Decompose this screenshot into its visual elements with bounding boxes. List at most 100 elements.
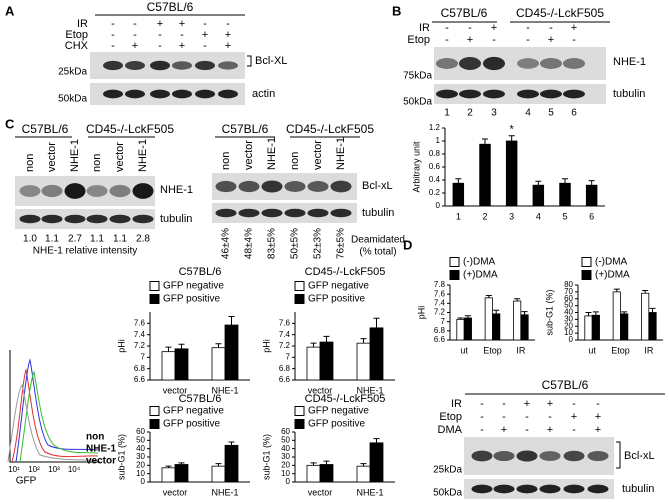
y-tick-label: 7.2 <box>134 341 146 350</box>
y-tick-label: 0.8 <box>429 149 441 158</box>
label: C57BL/6 <box>22 122 69 136</box>
lane-number: 1 <box>444 108 450 119</box>
error-bar <box>485 295 492 298</box>
error-bar <box>310 462 317 466</box>
intensity: 1.1 <box>113 234 127 245</box>
blot-band <box>64 183 86 199</box>
deamidated: 46±4% <box>221 228 232 259</box>
x-tick-label: Etop <box>483 345 502 355</box>
bar <box>319 464 334 483</box>
y-tick-label: 40 <box>136 444 145 453</box>
blot-band <box>587 450 609 462</box>
error-bar <box>642 290 649 294</box>
bar <box>211 347 226 381</box>
legend-label: (+)DMA <box>595 270 630 281</box>
y-axis-label: Arbitrary unit <box>411 141 421 193</box>
treatment-sign: - <box>203 40 207 52</box>
deamidated: 83±5% <box>267 228 278 259</box>
treatment-sign: - <box>111 40 115 52</box>
treatment-sign: - <box>525 424 529 436</box>
y-tick-label: 50 <box>281 435 290 444</box>
blot-band <box>261 208 283 218</box>
bar <box>306 464 321 483</box>
x-tick-label: Etop <box>611 345 630 355</box>
blot-band <box>493 450 515 462</box>
bar <box>463 317 472 341</box>
bar <box>174 348 189 381</box>
y-tick-label: 0.6 <box>429 162 441 171</box>
legend-swatch <box>149 419 160 429</box>
flow-tick: 10³ <box>48 465 60 474</box>
blot-band <box>109 184 131 198</box>
treatment-sign: - <box>526 22 530 34</box>
legend-label: (-)DMA <box>463 257 496 268</box>
flow-tick: 10² <box>28 465 40 474</box>
y-tick-label: 7 <box>441 317 446 326</box>
error-bar <box>613 288 620 292</box>
y-tick-label: 7.4 <box>434 298 446 307</box>
label: Etop <box>65 29 88 41</box>
bar <box>591 314 600 341</box>
blot-band <box>238 208 260 218</box>
blot-band <box>284 208 306 218</box>
blot-band <box>516 450 538 462</box>
legend-swatch <box>149 406 160 416</box>
intensity: 2.7 <box>68 234 82 245</box>
x-tick-label: NHE-1 <box>211 487 238 497</box>
error-bar <box>455 178 462 184</box>
treatment-sign: - <box>133 18 137 30</box>
bar <box>369 327 384 381</box>
label: NHE-1 <box>613 56 646 68</box>
column-header: NHE-1 <box>335 137 347 170</box>
error-bar <box>228 441 235 446</box>
y-axis-label: sub-G1 (%) <box>116 434 126 480</box>
x-tick-label: vector <box>308 385 333 395</box>
legend-label: GFP positive <box>308 419 365 430</box>
y-tick-label: 7.6 <box>434 289 446 298</box>
treatment-sign: + <box>179 18 185 30</box>
label: tubulin <box>622 483 654 495</box>
error-bar <box>360 338 367 344</box>
bar <box>306 346 321 381</box>
label: Deamidated <box>351 235 405 246</box>
treatment-sign: + <box>225 40 231 52</box>
column-header: non <box>289 152 301 170</box>
y-tick-label: 7 <box>286 352 291 361</box>
treatment-sign: - <box>526 34 530 46</box>
intensity: 1.1 <box>45 234 59 245</box>
bar <box>513 300 522 341</box>
y-tick-label: 6.6 <box>279 375 291 384</box>
bar <box>369 442 384 483</box>
label: (% total) <box>359 247 396 258</box>
y-tick-label: 60 <box>564 294 573 303</box>
treatment-sign: + <box>595 411 601 423</box>
blot-band <box>132 183 154 199</box>
y-tick-label: 10 <box>281 469 290 478</box>
flow-label: NHE-1 <box>86 444 116 455</box>
column-header: non <box>24 154 36 172</box>
label: C57BL/6 <box>441 6 488 20</box>
panel-label: A <box>5 3 15 18</box>
error-bar <box>310 342 317 348</box>
bar <box>492 313 501 341</box>
bar <box>612 291 621 341</box>
label: 25kDa <box>58 67 87 78</box>
deamidated: 50±5% <box>290 228 301 259</box>
treatment-sign: - <box>158 40 162 52</box>
blot-band <box>307 181 329 192</box>
label: 50kDa <box>403 97 432 108</box>
flow-axes <box>9 350 100 463</box>
y-tick-label: 10 <box>136 469 145 478</box>
treatment-sign: - <box>445 22 449 34</box>
y-tick-label: 70 <box>564 287 573 296</box>
intensity: 1.0 <box>23 234 37 245</box>
treatment-sign: - <box>492 34 496 46</box>
y-tick-label: 6.8 <box>434 326 446 335</box>
treatment-sign: + <box>571 22 577 34</box>
y-tick-label: 0 <box>141 477 146 486</box>
label: DMA <box>438 424 463 436</box>
legend-label: GFP positive <box>163 419 220 430</box>
lane-number: 5 <box>548 108 554 119</box>
blot-band <box>195 89 215 99</box>
